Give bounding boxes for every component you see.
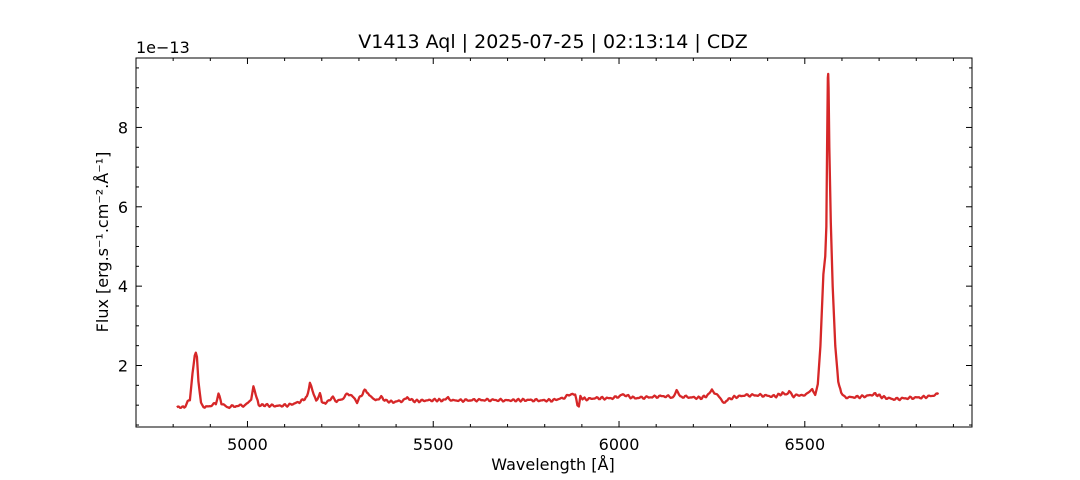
x-tick-label: 6500 (784, 435, 825, 454)
x-tick-label: 5000 (227, 435, 268, 454)
y-tick-label: 2 (118, 357, 128, 376)
x-tick-label: 6000 (599, 435, 640, 454)
series-line (176, 72, 940, 410)
x-tick-label: 5500 (413, 435, 454, 454)
y-tick-label: 8 (118, 118, 128, 137)
chart-title: V1413 Aql | 2025-07-25 | 02:13:14 | CDZ (358, 31, 748, 53)
plot-frame (135, 57, 973, 428)
y-axis-label: Flux [erg.s⁻¹.cm⁻².Å⁻¹] (93, 152, 112, 333)
axis-ticks (135, 58, 972, 427)
x-axis-label: Wavelength [Å] (491, 455, 614, 474)
tick-labels: 5000 5500 6000 6500 2 4 6 8 (118, 118, 825, 454)
y-tick-label: 6 (118, 198, 128, 217)
y-tick-label: 4 (118, 277, 128, 296)
y-offset-label: 1e−13 (136, 38, 190, 57)
